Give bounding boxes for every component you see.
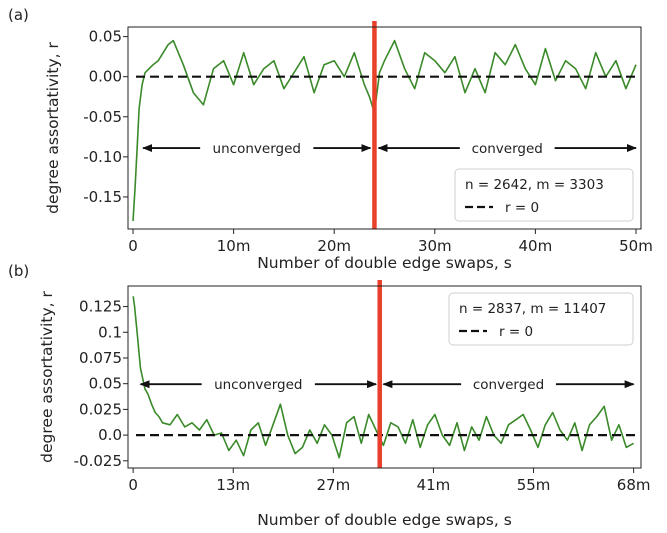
- x-tick-label: 13m: [216, 476, 250, 494]
- annotation-unconverged: unconverged: [214, 377, 302, 393]
- annotation-converged: converged: [473, 377, 544, 393]
- annotation-background: [201, 374, 315, 395]
- x-axis-title: Number of double edge swaps, s: [257, 254, 512, 272]
- y-axis-title: degree assortativity, r: [38, 291, 56, 463]
- y-tick-label: 0.075: [79, 349, 122, 367]
- y-tick-label: -0.025: [74, 452, 122, 470]
- x-tick-label: 68m: [617, 476, 651, 494]
- legend-box: [448, 292, 634, 346]
- y-tick-label: 0.00: [89, 68, 122, 86]
- y-tick-label: 0.025: [79, 400, 122, 418]
- panel-label: (b): [8, 262, 29, 280]
- y-tick-label: 0.05: [89, 28, 122, 46]
- x-tick-label: 41m: [417, 476, 451, 494]
- legend-network-size: n = 2642, m = 3303: [465, 177, 604, 193]
- legend-r0-label: r = 0: [505, 200, 539, 216]
- y-tick-label: 0.05: [89, 375, 122, 393]
- x-tick-label: 30m: [418, 237, 452, 255]
- annotation-background: [461, 374, 556, 395]
- annotation-converged: converged: [472, 141, 543, 157]
- x-tick-label: 40m: [519, 237, 553, 255]
- assortativity-series-line: [132, 39, 637, 222]
- y-axis-title: degree assortativity, r: [44, 42, 62, 214]
- legend-r0-label: r = 0: [499, 324, 533, 340]
- legend-network-size: n = 2837, m = 11407: [459, 301, 606, 317]
- assortativity-series-line: [132, 296, 634, 459]
- plot-frame: [127, 26, 642, 230]
- x-tick-label: 55m: [517, 476, 551, 494]
- y-tick-label: -0.05: [83, 108, 122, 126]
- x-tick-label: 20m: [317, 237, 351, 255]
- annotation-background: [200, 138, 314, 159]
- y-tick-label: 0.1: [98, 323, 122, 341]
- x-tick-label: 0: [128, 476, 138, 494]
- chart-panel-a: (a) unconverged converged 0.05 0.00 -0.05 -0.1…: [8, 6, 653, 272]
- y-tick-label: 0.0: [98, 426, 122, 444]
- y-tick-label: -0.15: [83, 188, 122, 206]
- legend-box: [454, 168, 634, 222]
- y-tick-label: -0.10: [83, 148, 122, 166]
- y-tick-label: 0.125: [79, 298, 122, 316]
- x-tick-label: 27m: [316, 476, 350, 494]
- annotation-unconverged: unconverged: [213, 141, 301, 157]
- x-tick-label: 10m: [217, 237, 251, 255]
- x-tick-label: 0: [128, 237, 138, 255]
- chart-panel-b: (b)unconverged converged0.1250.10.0750.05…: [8, 262, 650, 529]
- x-tick-label: 50m: [619, 237, 653, 255]
- x-axis-title: Number of double edge swaps, s: [257, 511, 512, 529]
- panel-label: (a): [8, 6, 29, 24]
- annotation-background: [459, 138, 555, 159]
- plot-frame: [127, 285, 642, 469]
